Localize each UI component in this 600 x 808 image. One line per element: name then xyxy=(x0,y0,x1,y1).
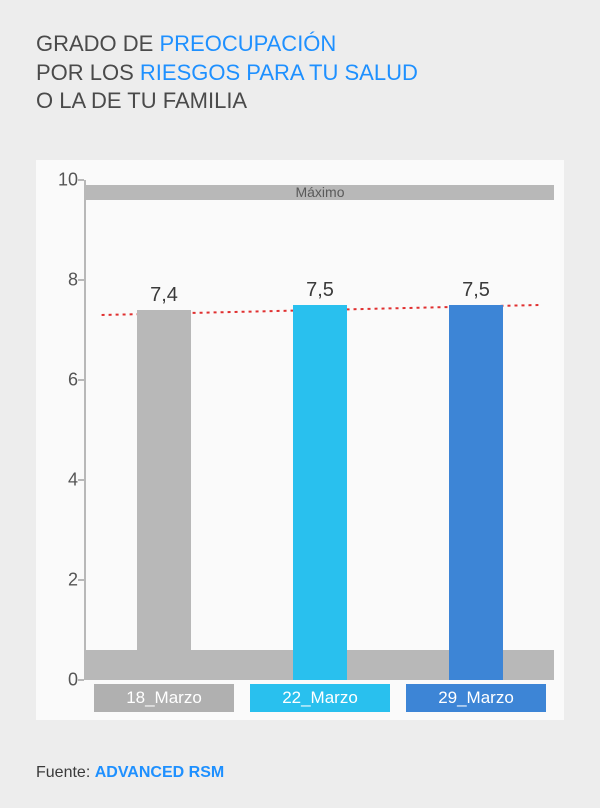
title-text: O LA DE TU FAMILIA xyxy=(36,88,247,113)
title-accent: PREOCUPACIÓN xyxy=(159,31,336,56)
category-label: 18_Marzo xyxy=(94,684,234,712)
y-tick xyxy=(78,279,84,281)
y-tick xyxy=(78,179,84,181)
y-tick-label: 4 xyxy=(44,470,78,491)
y-tick xyxy=(78,479,84,481)
y-tick-label: 2 xyxy=(44,570,78,591)
chart-title: GRADO DE PREOCUPACIÓN POR LOS RIESGOS PA… xyxy=(0,0,600,116)
y-tick xyxy=(78,379,84,381)
bar-value-label: 7,5 xyxy=(462,279,490,302)
bar-value-label: 7,4 xyxy=(150,284,178,307)
plot-region: 0246810MáximoMínimo7,418_Marzo7,522_Marz… xyxy=(84,180,554,680)
category-label: 29_Marzo xyxy=(406,684,546,712)
chart-area: 0246810MáximoMínimo7,418_Marzo7,522_Marz… xyxy=(36,160,564,720)
y-tick-label: 10 xyxy=(44,170,78,191)
bar: 7,4 xyxy=(137,310,192,680)
y-tick-label: 6 xyxy=(44,370,78,391)
title-text: POR LOS xyxy=(36,60,140,85)
bar-value-label: 7,5 xyxy=(306,279,334,302)
y-axis xyxy=(84,180,86,680)
reference-band-max: Máximo xyxy=(86,185,554,200)
footer-source-name: ADVANCED RSM xyxy=(95,764,224,781)
y-tick-label: 8 xyxy=(44,270,78,291)
footer-prefix: Fuente: xyxy=(36,764,95,781)
footer-source: Fuente: ADVANCED RSM xyxy=(36,764,224,782)
y-tick-label: 0 xyxy=(44,670,78,691)
bar: 7,5 xyxy=(449,305,504,680)
title-text: GRADO DE xyxy=(36,31,159,56)
category-label: 22_Marzo xyxy=(250,684,390,712)
title-accent: RIESGOS PARA TU SALUD xyxy=(140,60,418,85)
y-tick xyxy=(78,679,84,681)
y-tick xyxy=(78,579,84,581)
bar: 7,5 xyxy=(293,305,348,680)
